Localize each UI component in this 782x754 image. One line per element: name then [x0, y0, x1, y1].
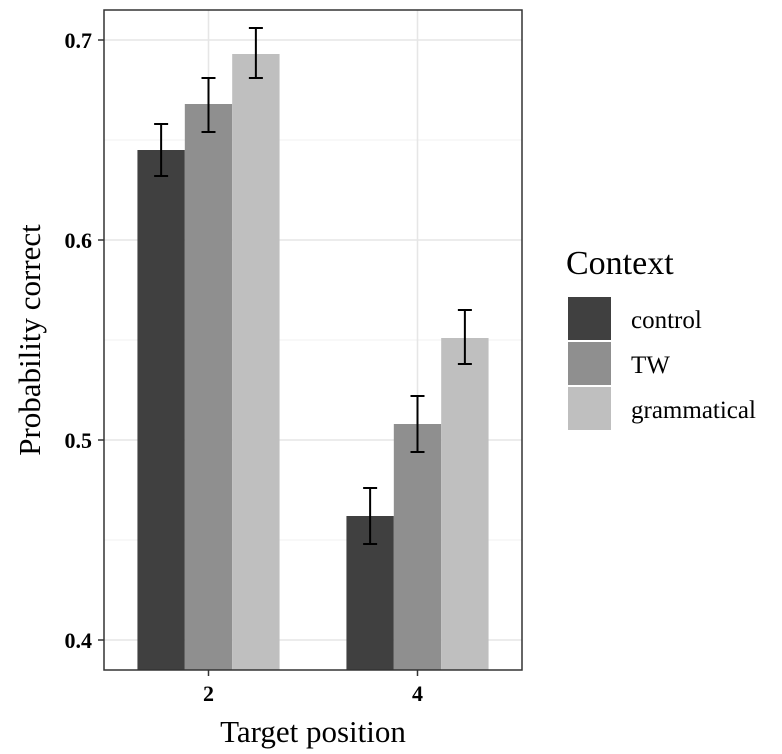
legend-title: Context	[566, 245, 674, 282]
legend-label-tw: TW	[631, 352, 670, 379]
legend-key-tw	[568, 342, 611, 385]
bar-grammatical-4	[441, 338, 489, 670]
x-axis-title: Target position	[220, 714, 406, 749]
error-bar-control-2	[154, 123, 169, 177]
y-axis-title: Probability correct	[12, 224, 47, 456]
legend-key-control	[568, 297, 611, 340]
legend: Context control TW grammatical	[566, 245, 756, 430]
y-tick-label: 0.4	[65, 628, 93, 653]
error-bar-tw-2	[201, 77, 216, 133]
bar-tw-4	[393, 424, 442, 670]
legend-key-grammatical	[568, 387, 611, 430]
error-bar-control-4	[363, 487, 378, 545]
bar-grammatical-2	[232, 54, 280, 670]
legend-label-control: control	[631, 307, 702, 334]
x-tick-label: 2	[203, 681, 214, 706]
error-bar-grammatical-4	[457, 309, 472, 365]
y-tick-label: 0.6	[65, 228, 93, 253]
bar-control-2	[137, 150, 185, 670]
axes: 0.4 0.5 0.6 0.7 2 4	[65, 28, 424, 706]
error-bar-grammatical-2	[248, 27, 263, 79]
error-bar-tw-4	[410, 395, 425, 453]
error-bars	[154, 27, 472, 545]
y-tick-label: 0.5	[65, 428, 93, 453]
y-tick-label: 0.7	[65, 28, 93, 53]
bar-tw-2	[184, 104, 233, 670]
legend-label-grammatical: grammatical	[631, 397, 756, 424]
bars	[137, 54, 489, 670]
panel-border	[103, 9, 523, 671]
x-tick-label: 4	[412, 681, 423, 706]
